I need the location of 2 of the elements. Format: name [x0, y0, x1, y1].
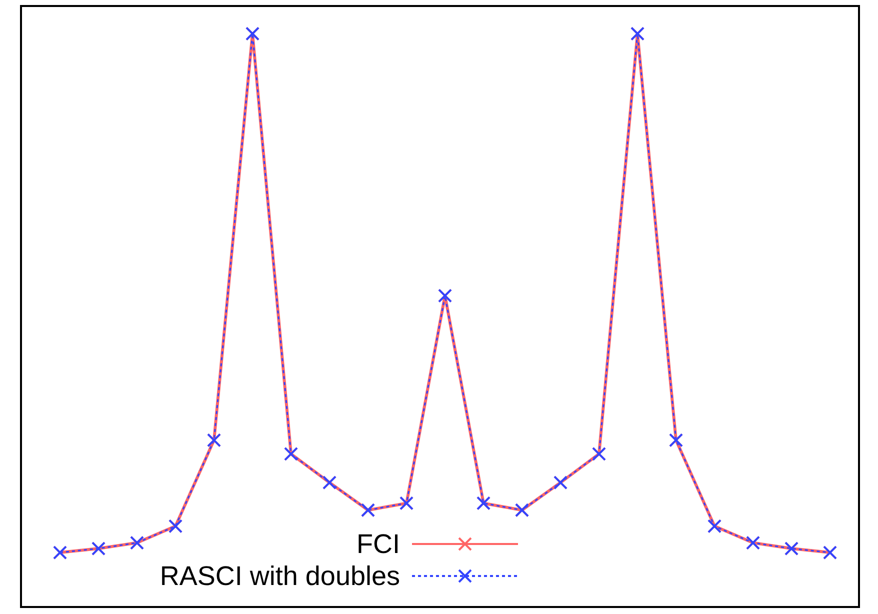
- legend-label: RASCI with doubles: [160, 560, 400, 592]
- legend-label: FCI: [356, 528, 400, 560]
